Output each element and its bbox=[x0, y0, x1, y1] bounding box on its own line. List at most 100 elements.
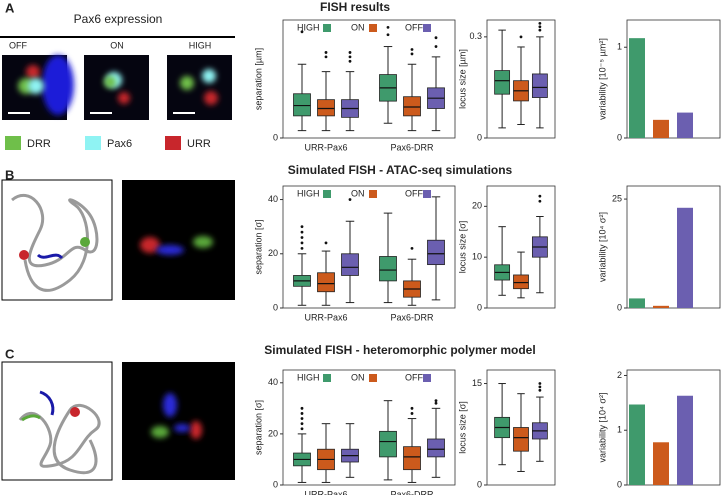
outlier bbox=[348, 198, 352, 201]
y-axis-label: separation [σ] bbox=[253, 219, 263, 274]
bar bbox=[653, 442, 669, 485]
y-tick-label: 0 bbox=[477, 132, 482, 142]
plot-frame bbox=[282, 19, 456, 139]
legend-label: ON bbox=[351, 188, 365, 198]
outlier bbox=[538, 21, 542, 25]
outlier bbox=[300, 230, 304, 234]
simulated-image bbox=[122, 180, 235, 300]
outlier bbox=[300, 427, 304, 431]
simulated-image bbox=[122, 362, 235, 480]
box bbox=[427, 438, 445, 458]
y-tick-label: 0 bbox=[273, 302, 278, 312]
microscopy-image bbox=[167, 55, 232, 120]
legend-label: ON bbox=[351, 22, 365, 32]
outlier bbox=[410, 412, 414, 415]
channel-swatch bbox=[5, 136, 21, 150]
box bbox=[379, 430, 397, 458]
y-axis-label: variability [10⁴ σ²] bbox=[597, 393, 607, 463]
y-tick-label: 20 bbox=[268, 248, 278, 258]
legend-swatch bbox=[323, 190, 331, 198]
y-tick-label: 0 bbox=[273, 479, 278, 489]
y-tick-label: 0 bbox=[477, 479, 482, 489]
plot-frame bbox=[486, 369, 556, 486]
y-axis-label: separation [µm] bbox=[253, 48, 263, 110]
bar bbox=[677, 395, 693, 485]
image-label: HIGH bbox=[189, 40, 212, 50]
outlier bbox=[410, 246, 414, 250]
bar bbox=[629, 404, 645, 485]
y-tick-label: 25 bbox=[612, 193, 622, 203]
outlier bbox=[519, 35, 523, 39]
legend-swatch bbox=[423, 374, 431, 382]
outlier bbox=[348, 51, 352, 54]
legend-swatch bbox=[369, 374, 377, 382]
y-tick-label: 0 bbox=[617, 479, 622, 489]
outlier bbox=[300, 246, 304, 250]
row-title: Simulated FISH - heteromorphic polymer m… bbox=[264, 343, 535, 357]
y-axis-label: variability [10⁴ σ²] bbox=[597, 212, 607, 282]
y-tick-label: 0 bbox=[617, 132, 622, 142]
y-axis-label: separation [σ] bbox=[253, 400, 263, 455]
plot-frame bbox=[486, 19, 556, 139]
plot-frame bbox=[282, 185, 456, 309]
polymer-image bbox=[1, 361, 113, 481]
legend-label: OFF bbox=[405, 372, 423, 382]
box bbox=[403, 96, 421, 117]
category-label: URR-Pax6 bbox=[304, 489, 347, 495]
outlier bbox=[386, 33, 390, 37]
image-label: ON bbox=[110, 40, 124, 50]
outlier bbox=[538, 28, 542, 32]
expression-title: Pax6 expression bbox=[74, 12, 163, 26]
y-tick-label: 0.3 bbox=[469, 31, 482, 41]
legend-label: OFF bbox=[405, 188, 423, 198]
outlier bbox=[434, 401, 438, 405]
y-tick-label: 0 bbox=[617, 302, 622, 312]
channel-name: Pax6 bbox=[107, 138, 132, 150]
y-tick-label: 20 bbox=[472, 201, 482, 211]
legend-swatch bbox=[369, 190, 377, 198]
image-label: OFF bbox=[9, 40, 27, 50]
outlier bbox=[300, 225, 304, 229]
panel-label: C bbox=[5, 346, 15, 361]
outlier bbox=[348, 59, 352, 63]
outlier bbox=[538, 194, 542, 198]
y-axis-label: locus size [σ] bbox=[457, 221, 467, 274]
polymer-image bbox=[1, 179, 113, 301]
microscopy-image bbox=[84, 55, 149, 120]
outlier bbox=[300, 406, 304, 410]
legend-label: HIGH bbox=[297, 372, 320, 382]
plot-frame bbox=[282, 369, 456, 486]
panel-label: A bbox=[5, 0, 15, 15]
legend-swatch bbox=[323, 24, 331, 32]
bar bbox=[653, 119, 669, 138]
outlier bbox=[386, 25, 390, 29]
outlier bbox=[538, 25, 542, 29]
bar bbox=[677, 112, 693, 138]
outlier bbox=[300, 422, 304, 426]
y-axis-label: locus size [µm] bbox=[457, 49, 467, 109]
outlier bbox=[410, 48, 414, 51]
plot-frame bbox=[626, 185, 721, 309]
bar bbox=[677, 207, 693, 308]
outlier bbox=[410, 406, 414, 410]
outlier bbox=[300, 241, 304, 245]
channel-swatch bbox=[165, 136, 181, 150]
outlier bbox=[348, 55, 352, 59]
category-label: Pax6-DRR bbox=[390, 142, 434, 152]
outlier bbox=[300, 412, 304, 415]
box bbox=[293, 93, 311, 117]
y-tick-label: 10 bbox=[472, 252, 482, 262]
y-tick-label: 2 bbox=[617, 370, 622, 380]
box bbox=[513, 274, 529, 290]
box bbox=[341, 253, 359, 276]
microscopy-image bbox=[2, 55, 74, 120]
legend-label: ON bbox=[351, 372, 365, 382]
bar bbox=[653, 305, 669, 308]
y-tick-label: 0 bbox=[273, 132, 278, 142]
legend-swatch bbox=[369, 24, 377, 32]
y-tick-label: 15 bbox=[472, 378, 482, 388]
category-label: URR-Pax6 bbox=[304, 312, 347, 322]
y-tick-label: 40 bbox=[268, 377, 278, 387]
outlier bbox=[410, 52, 414, 56]
